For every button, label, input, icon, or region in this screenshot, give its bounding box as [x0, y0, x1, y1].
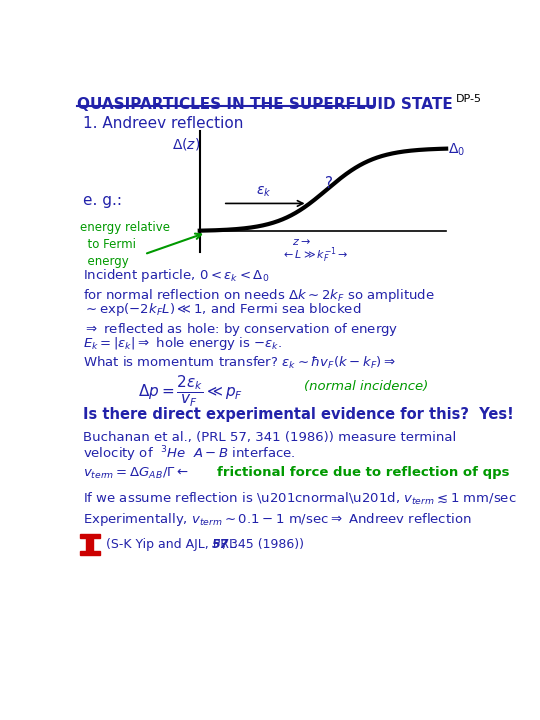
Text: What is momentum transfer? $\epsilon_k{\sim}\hbar v_F(k - k_F) \Rightarrow$: What is momentum transfer? $\epsilon_k{\…	[83, 355, 396, 372]
Bar	[79, 551, 100, 555]
Text: 1. Andreev reflection: 1. Andreev reflection	[83, 116, 243, 130]
Text: Buchanan et al., (PRL 57, 341 (1986)) measure terminal: Buchanan et al., (PRL 57, 341 (1986)) me…	[83, 431, 456, 444]
Bar	[79, 534, 100, 539]
Text: 57: 57	[212, 539, 230, 552]
Text: $E_k = |\epsilon_k| \Rightarrow$ hole energy is $-\epsilon_k$.: $E_k = |\epsilon_k| \Rightarrow$ hole en…	[83, 335, 282, 352]
Bar	[86, 539, 93, 551]
Text: energy relative
  to Fermi
  energy: energy relative to Fermi energy	[80, 221, 171, 268]
Text: for normal reflection on needs $\Delta k{\sim}2k_F$ so amplitude: for normal reflection on needs $\Delta k…	[83, 287, 435, 305]
Text: velocity of  $^3He$  $A-B$ interface.: velocity of $^3He$ $A-B$ interface.	[83, 444, 295, 464]
Text: (normal incidence): (normal incidence)	[303, 379, 428, 393]
Text: If we assume reflection is \u201cnormal\u201d, $v_{term} \lesssim 1\ \mathrm{mm/: If we assume reflection is \u201cnormal\…	[83, 490, 516, 507]
Text: $\Delta_0$: $\Delta_0$	[448, 141, 465, 158]
Text: QUASIPARTICLES IN THE SUPERFLUID STATE: QUASIPARTICLES IN THE SUPERFLUID STATE	[77, 97, 453, 112]
Text: Experimentally, $v_{term}{\sim} 0.1-1\ \mathrm{m/sec} \Rightarrow$ Andreev refle: Experimentally, $v_{term}{\sim} 0.1-1\ \…	[83, 510, 471, 528]
Text: , 345 (1986)): , 345 (1986))	[222, 539, 304, 552]
Text: $\Delta(z)$: $\Delta(z)$	[172, 137, 200, 153]
Text: $\leftarrow L \gg k_F^{-1}\rightarrow$: $\leftarrow L \gg k_F^{-1}\rightarrow$	[281, 246, 348, 266]
Text: $\Rightarrow$ reflected as hole: by conservation of energy: $\Rightarrow$ reflected as hole: by cons…	[83, 321, 398, 338]
Text: $\Delta p = \dfrac{2\epsilon_k}{v_F} \ll p_F$: $\Delta p = \dfrac{2\epsilon_k}{v_F} \ll…	[138, 374, 244, 409]
Text: $\varepsilon_k$: $\varepsilon_k$	[256, 184, 272, 199]
Text: Incident particle, $0 < \varepsilon_k < \Delta_0$: Incident particle, $0 < \varepsilon_k < …	[83, 267, 269, 284]
Text: $v_{term} = \Delta G_{AB}/\Gamma \leftarrow$: $v_{term} = \Delta G_{AB}/\Gamma \leftar…	[83, 466, 192, 481]
Text: frictional force due to reflection of qps: frictional force due to reflection of qp…	[217, 466, 509, 479]
Text: ?: ?	[325, 176, 333, 191]
Text: (S-K Yip and AJL, PRL: (S-K Yip and AJL, PRL	[106, 539, 240, 552]
Text: Is there direct experimental evidence for this?  Yes!: Is there direct experimental evidence fo…	[83, 408, 514, 423]
Text: e. g.:: e. g.:	[83, 193, 122, 208]
Text: $z\rightarrow$: $z\rightarrow$	[292, 238, 311, 247]
Text: ${\sim}\exp(-2k_F L) \ll 1$, and Fermi sea blocked: ${\sim}\exp(-2k_F L) \ll 1$, and Fermi s…	[83, 301, 361, 318]
Text: DP-5: DP-5	[456, 94, 482, 104]
